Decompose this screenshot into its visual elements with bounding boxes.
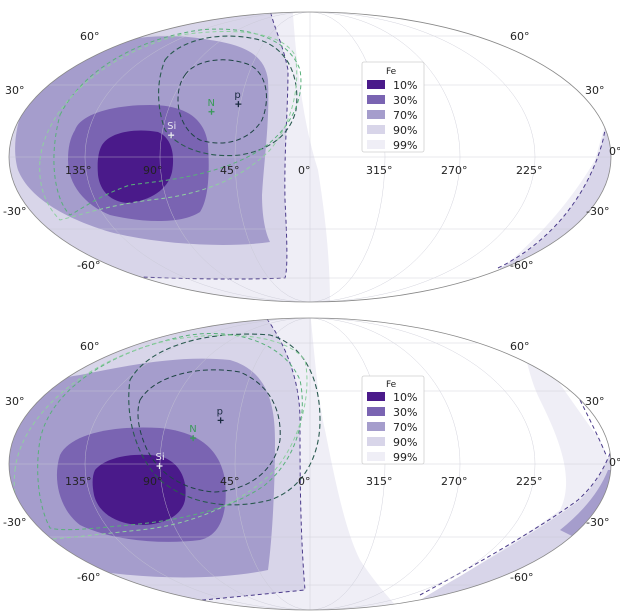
source-label-n: N bbox=[189, 424, 196, 435]
legend-swatch-70 bbox=[367, 422, 385, 431]
lat-label-left-60: 60° bbox=[80, 30, 100, 43]
source-marker-n bbox=[208, 108, 215, 115]
legend-label-99: 99% bbox=[393, 139, 417, 152]
legend-title: Fe bbox=[386, 67, 397, 77]
source-label-p: p bbox=[217, 406, 223, 417]
skymap-panel-top: 60° 30° -30° -60° 60° 30° 0° -30° -60° 1… bbox=[3, 11, 620, 303]
source-label-p: p bbox=[234, 90, 240, 101]
lat-label-left-m60: -60° bbox=[77, 259, 100, 272]
lon-label-0: 0° bbox=[298, 475, 311, 488]
skymap-panel-bottom: 60° 30° -30° -60° 60° 30° 0° -30° -60° 1… bbox=[3, 317, 620, 611]
sky-ellipse-outline bbox=[8, 11, 612, 303]
source-contour-p-inner bbox=[177, 59, 267, 144]
lat-label-left-60: 60° bbox=[80, 340, 100, 353]
legend-label-70: 70% bbox=[393, 421, 417, 434]
lat-label-left-m30: -30° bbox=[3, 516, 26, 529]
legend-label-90: 90% bbox=[393, 436, 417, 449]
legend-swatch-90 bbox=[367, 125, 385, 134]
lat-label-right-m30: -30° bbox=[586, 205, 609, 218]
legend-swatch-99 bbox=[367, 140, 385, 149]
lon-label-0: 0° bbox=[298, 164, 311, 177]
legend-swatch-90 bbox=[367, 437, 385, 446]
lat-label-right-60: 60° bbox=[510, 340, 530, 353]
legend-swatch-30 bbox=[367, 407, 385, 416]
contour-east-boundary bbox=[497, 99, 611, 269]
legend-label-10: 10% bbox=[393, 79, 417, 92]
source-contour-Si bbox=[39, 31, 298, 221]
legend-swatch-30 bbox=[367, 95, 385, 104]
lon-label-315: 315° bbox=[366, 164, 393, 177]
legend-swatch-70 bbox=[367, 110, 385, 119]
source-marker-si bbox=[168, 132, 175, 139]
source-markers: p N Si bbox=[167, 90, 242, 139]
lon-label-315: 315° bbox=[366, 475, 393, 488]
legend-title: Fe bbox=[386, 380, 397, 390]
lat-label-right-30: 30° bbox=[585, 395, 605, 408]
source-contour-N bbox=[53, 28, 302, 216]
source-marker-si bbox=[156, 463, 163, 470]
lat-label-right-m30: -30° bbox=[586, 516, 609, 529]
source-contour-N bbox=[37, 332, 303, 531]
legend-label-30: 30% bbox=[393, 406, 417, 419]
lat-label-left-30: 30° bbox=[5, 395, 25, 408]
source-marker-p bbox=[217, 417, 224, 424]
contour-10 bbox=[97, 130, 174, 203]
lat-label-right-m60: -60° bbox=[510, 259, 533, 272]
source-label-si: Si bbox=[156, 452, 165, 463]
legend-label-30: 30% bbox=[393, 94, 417, 107]
lon-label-90: 90° bbox=[143, 164, 163, 177]
lat-label-right-60: 60° bbox=[510, 30, 530, 43]
legend-label-70: 70% bbox=[393, 109, 417, 122]
lon-label-45: 45° bbox=[220, 475, 240, 488]
legend: Fe 10% 30% 70% 90% 99% bbox=[361, 61, 425, 153]
legend-swatch-99 bbox=[367, 452, 385, 461]
lat-label-right-m60: -60° bbox=[510, 571, 533, 584]
source-contour-p-inner bbox=[137, 369, 281, 493]
legend-swatch-10 bbox=[367, 392, 385, 401]
lat-label-right-30: 30° bbox=[585, 84, 605, 97]
source-marker-p bbox=[235, 101, 242, 108]
sky-ellipse-outline bbox=[8, 317, 612, 611]
legend-label-90: 90% bbox=[393, 124, 417, 137]
lon-label-90: 90° bbox=[143, 475, 163, 488]
source-label-n: N bbox=[208, 98, 215, 109]
source-marker-n bbox=[190, 435, 197, 442]
contour-10 bbox=[92, 454, 186, 525]
lon-label-225: 225° bbox=[516, 475, 543, 488]
legend-label-10: 10% bbox=[393, 391, 417, 404]
lon-label-270: 270° bbox=[441, 475, 468, 488]
lon-label-270: 270° bbox=[441, 164, 468, 177]
contour-east-boundary-2 bbox=[579, 399, 607, 456]
legend-label-99: 99% bbox=[393, 451, 417, 464]
lon-label-135: 135° bbox=[65, 475, 92, 488]
lat-label-left-30: 30° bbox=[5, 84, 25, 97]
source-contour-p-outer bbox=[158, 35, 298, 157]
lat-label-left-m30: -30° bbox=[3, 205, 26, 218]
lon-label-135: 135° bbox=[65, 164, 92, 177]
lat-label-right-0: 0° bbox=[609, 145, 620, 158]
lat-label-right-0: 0° bbox=[609, 456, 620, 469]
lon-label-45: 45° bbox=[220, 164, 240, 177]
legend: Fe 10% 30% 70% 90% 99% bbox=[361, 375, 425, 465]
source-markers: p N Si bbox=[156, 406, 224, 470]
legend-swatch-10 bbox=[367, 80, 385, 89]
source-label-si: Si bbox=[167, 121, 176, 132]
lat-label-left-m60: -60° bbox=[77, 571, 100, 584]
lon-label-225: 225° bbox=[516, 164, 543, 177]
